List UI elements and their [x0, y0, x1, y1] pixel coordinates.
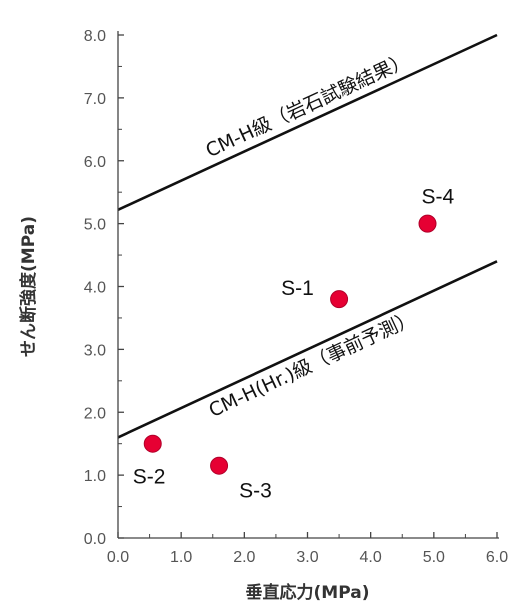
- y-tick-label: 2.0: [84, 405, 106, 422]
- x-tick-label: 5.0: [423, 549, 445, 566]
- data-point-s-1: [330, 290, 349, 309]
- y-tick-label: 7.0: [84, 91, 106, 108]
- data-point-s-2: [143, 434, 162, 453]
- strength-lines: [117, 33, 498, 439]
- x-tick-label: 0.0: [107, 549, 129, 566]
- y-tick-label: 4.0: [84, 280, 106, 297]
- annotations: S-1 S-2 S-3 S-4 CM-H級（岩石試験結果） CM-H(Hr.)級（事前予測…: [133, 49, 455, 502]
- data-point-s-3: [210, 456, 229, 475]
- y-tick-label: 5.0: [84, 217, 106, 234]
- line-label-2: CM-H(Hr.)級（事前予測）: [206, 307, 419, 422]
- line-label-1: CM-H級（岩石試験結果）: [202, 49, 413, 162]
- y-tick-label: 3.0: [84, 342, 106, 359]
- y-tick-label: 0.0: [84, 531, 106, 548]
- strength-line-2: [117, 260, 498, 439]
- point-label-s-2: S-2: [133, 466, 166, 489]
- y-tick-label: 8.0: [84, 28, 106, 45]
- y-tick-label: 6.0: [84, 154, 106, 171]
- data-point-s-4: [418, 214, 437, 233]
- x-axis-title: 垂直応力(MPa): [246, 582, 370, 603]
- axes: [117, 31, 499, 539]
- x-tick-label: 2.0: [233, 549, 255, 566]
- point-label-s-1: S-1: [281, 277, 314, 300]
- y-axis-title: せん断強度(MPa): [18, 216, 39, 357]
- x-tick-label: 4.0: [360, 549, 382, 566]
- x-tick-label: 1.0: [170, 549, 192, 566]
- x-tick-label: 6.0: [486, 549, 508, 566]
- point-label-s-3: S-3: [239, 480, 272, 503]
- tick-labels: 0.0 1.0 2.0 3.0 4.0 5.0 6.0 7.0 8.0 0.0 1.0 2.0 3.0 4…: [84, 28, 508, 566]
- y-tick-label: 1.0: [84, 468, 106, 485]
- x-tick-label: 3.0: [296, 549, 318, 566]
- strength-line-1: [117, 33, 498, 211]
- point-label-s-4: S-4: [422, 186, 455, 209]
- data-points: [143, 214, 437, 475]
